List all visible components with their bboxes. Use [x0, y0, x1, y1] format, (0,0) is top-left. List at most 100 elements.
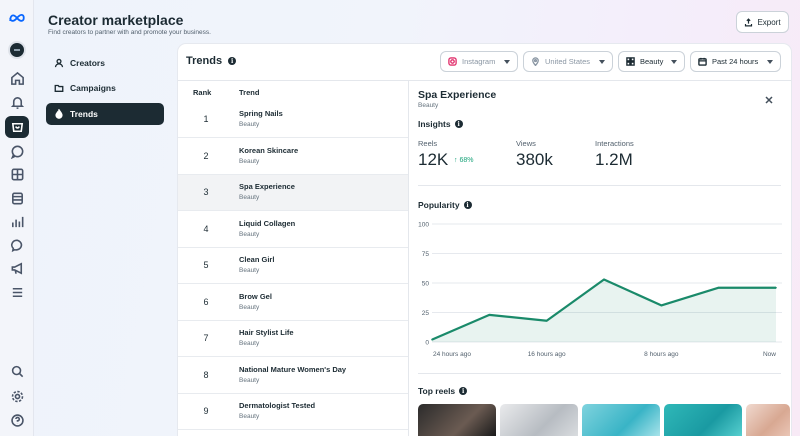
chevron-down-icon: [504, 59, 510, 64]
row-rank: 8: [203, 369, 209, 380]
info-icon[interactable]: i: [463, 201, 472, 209]
y-tick-label: 0: [425, 340, 429, 347]
section-divider: [418, 373, 781, 374]
row-trend-category: Beauty: [239, 340, 260, 347]
export-icon: [745, 17, 753, 26]
trends-title: Trends i: [186, 55, 237, 67]
row-trend-category: Beauty: [239, 376, 260, 384]
row-rank: 7: [203, 333, 209, 343]
row-trend-name: Brow Gel: [239, 291, 272, 301]
reel-thumbnail[interactable]: [500, 404, 578, 436]
data-point: [431, 338, 433, 341]
creator-marketplace-icon[interactable]: [5, 116, 29, 138]
top-reels-title-text: Top reels: [418, 386, 456, 396]
views-label: Views: [516, 139, 536, 148]
panel-divider: [408, 80, 409, 436]
table-row[interactable]: 4 Liquid Collagen Beauty: [178, 212, 408, 248]
info-icon[interactable]: i: [454, 120, 463, 128]
detail-title: Spa Experience: [418, 89, 497, 101]
location-filter-value: United States: [545, 57, 591, 66]
table-row[interactable]: 2 Korean Skincare Beauty: [178, 139, 408, 175]
trends-title-text: Trends: [186, 55, 223, 67]
detail-category: Beauty: [418, 102, 439, 109]
platform-filter[interactable]: Instagram: [440, 51, 518, 72]
sidebar-item-campaigns[interactable]: Campaigns: [46, 77, 164, 99]
data-point: [717, 286, 720, 289]
meta-logo-icon[interactable]: [8, 9, 26, 27]
row-rank: 4: [203, 223, 209, 234]
page-subtitle: Find creators to partner with and promot…: [48, 29, 211, 36]
menu-icon[interactable]: [8, 283, 26, 301]
table-row[interactable]: 5 Clean Girl Beauty: [178, 248, 408, 284]
row-rank: 9: [203, 406, 209, 416]
person-icon: [54, 58, 64, 68]
reel-thumbnail[interactable]: [664, 404, 742, 436]
insights-title-text: Insights: [418, 119, 451, 129]
table-row[interactable]: 6 Brow Gel Beauty: [178, 285, 408, 321]
location-filter[interactable]: United States: [523, 51, 613, 72]
reel-thumbnail[interactable]: [418, 404, 496, 436]
reel-thumbnail[interactable]: [746, 404, 790, 436]
chevron-down-icon: [671, 59, 677, 64]
export-button[interactable]: Export: [736, 11, 789, 33]
time-range-filter[interactable]: Past 24 hours: [690, 51, 781, 72]
sidebar-item-creators[interactable]: Creators: [46, 52, 164, 74]
location-pin-icon: [532, 57, 539, 66]
data-point: [545, 319, 548, 322]
grid-icon[interactable]: [8, 165, 26, 183]
calendar-icon: [698, 57, 707, 66]
row-trend-name: Korean Skincare: [239, 145, 299, 155]
reels-delta: ↑ 68%: [454, 157, 474, 164]
reels-label: Reels: [418, 139, 438, 148]
row-trend-category: Beauty: [239, 121, 260, 128]
insights-title: Insights i: [418, 119, 463, 129]
row-rank: 5: [203, 260, 209, 270]
table-row[interactable]: 8 National Mature Women's Day Beauty: [178, 358, 408, 394]
time-range-filter-value: Past 24 hours: [712, 57, 759, 66]
category-filter[interactable]: Beauty: [618, 51, 685, 72]
y-tick-label: 75: [422, 251, 430, 258]
series-area: [432, 279, 776, 342]
avatar[interactable]: [8, 41, 26, 59]
sidebar-item-label: Trends: [70, 109, 98, 119]
y-tick-label: 50: [422, 281, 430, 288]
chevron-down-icon: [767, 59, 773, 64]
row-trend-name: Hair Stylist Life: [239, 328, 294, 337]
x-tick-label: 8 hours ago: [644, 351, 679, 358]
row-rank: 3: [203, 187, 209, 197]
table-row[interactable]: 1 Spring Nails Beauty: [178, 102, 408, 138]
platform-filter-value: Instagram: [462, 57, 496, 66]
bell-icon[interactable]: [8, 93, 26, 111]
column-header-trend: Trend: [239, 88, 260, 97]
table-row[interactable]: 7 Hair Stylist Life Beauty: [178, 321, 408, 357]
table-row[interactable]: 3 Spa Experience Beauty: [178, 175, 408, 211]
insights-icon[interactable]: [8, 212, 26, 230]
info-icon[interactable]: i: [228, 57, 237, 65]
row-trend-name: Liquid Collagen: [239, 218, 296, 228]
data-point: [603, 278, 605, 281]
row-trend-name: Dermatologist Tested: [239, 401, 316, 410]
messenger-icon[interactable]: [8, 236, 26, 254]
row-rank: 1: [203, 114, 209, 124]
interactions-value: 1.2M: [595, 150, 633, 169]
settings-icon[interactable]: [8, 387, 26, 405]
trends-panel: [178, 44, 791, 436]
help-icon[interactable]: [8, 411, 26, 429]
row-trend-category: Beauty: [239, 230, 260, 238]
row-trend-category: Beauty: [239, 157, 260, 165]
sidebar-item-label: Campaigns: [70, 83, 116, 93]
reel-thumbnail[interactable]: [582, 404, 660, 436]
info-icon[interactable]: i: [459, 387, 468, 395]
home-icon[interactable]: [8, 69, 26, 87]
row-trend-name: National Mature Women's Day: [239, 364, 347, 374]
chat-icon[interactable]: [8, 142, 26, 160]
close-icon[interactable]: [764, 92, 774, 104]
search-icon[interactable]: [8, 362, 26, 380]
table-row[interactable]: 9 Dermatologist Tested Beauty: [178, 394, 408, 430]
reels-value: 12K: [418, 150, 449, 169]
megaphone-icon[interactable]: [8, 259, 26, 277]
content-icon[interactable]: [8, 189, 26, 207]
interactions-label: Interactions: [595, 139, 634, 148]
sidebar-item-trends[interactable]: Trends: [46, 103, 164, 125]
column-header-rank: Rank: [193, 88, 212, 97]
